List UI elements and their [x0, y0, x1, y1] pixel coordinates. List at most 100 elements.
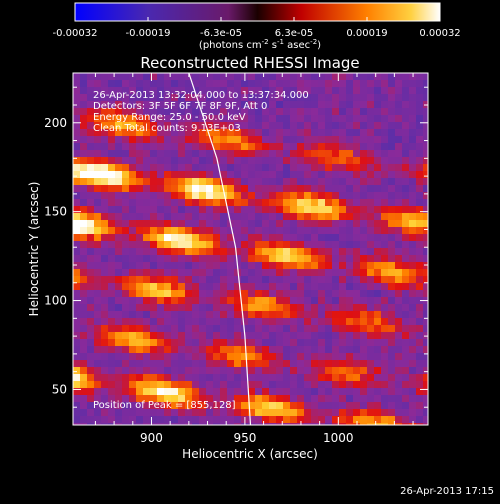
- heatmap-cell: [101, 94, 109, 102]
- heatmap-cell: [262, 234, 270, 242]
- heatmap-cell: [248, 283, 256, 291]
- heatmap-cell: [171, 409, 179, 417]
- heatmap-cell: [143, 136, 151, 144]
- heatmap-cell: [304, 87, 312, 95]
- heatmap-cell: [255, 416, 263, 424]
- heatmap-cell: [283, 143, 291, 151]
- heatmap-cell: [150, 164, 158, 172]
- heatmap-cell: [241, 283, 249, 291]
- heatmap-cell: [122, 409, 130, 417]
- heatmap-cell: [143, 304, 151, 312]
- heatmap-cell: [178, 409, 186, 417]
- heatmap-cell: [164, 241, 172, 249]
- heatmap-cell: [115, 150, 123, 158]
- heatmap-cell: [143, 402, 151, 410]
- heatmap-cell: [178, 94, 186, 102]
- heatmap-cell: [185, 325, 193, 333]
- heatmap-cell: [73, 339, 81, 347]
- heatmap-cell: [423, 346, 428, 354]
- heatmap-cell: [164, 304, 172, 312]
- heatmap-cell: [325, 255, 333, 263]
- heatmap-cell: [381, 192, 389, 200]
- heatmap-cell: [269, 367, 277, 375]
- heatmap-cell: [150, 276, 158, 284]
- heatmap-cell: [101, 339, 109, 347]
- heatmap-cell: [122, 227, 130, 235]
- heatmap-cell: [416, 353, 424, 361]
- heatmap-cell: [248, 108, 256, 116]
- heatmap-cell: [402, 360, 410, 368]
- heatmap-cell: [129, 192, 137, 200]
- heatmap-cell: [241, 388, 249, 396]
- heatmap-cell: [129, 241, 137, 249]
- heatmap-cell: [402, 94, 410, 102]
- heatmap-cell: [269, 157, 277, 165]
- heatmap-cell: [304, 164, 312, 172]
- heatmap-cell: [136, 164, 144, 172]
- heatmap-cell: [199, 101, 207, 109]
- heatmap-cell: [402, 157, 410, 165]
- heatmap-cell: [143, 276, 151, 284]
- heatmap-cell: [381, 297, 389, 305]
- heatmap-cell: [129, 213, 137, 221]
- heatmap-cell: [136, 87, 144, 95]
- heatmap-cell: [262, 101, 270, 109]
- heatmap-cell: [241, 227, 249, 235]
- heatmap-cell: [304, 185, 312, 193]
- heatmap-cell: [143, 234, 151, 242]
- heatmap-cell: [199, 171, 207, 179]
- heatmap-cell: [206, 255, 214, 263]
- plot-frame: [72, 72, 429, 426]
- heatmap-cell: [171, 360, 179, 368]
- heatmap-cell: [325, 157, 333, 165]
- heatmap-cell: [234, 332, 242, 340]
- heatmap-cell: [80, 381, 88, 389]
- heatmap-cell: [423, 171, 428, 179]
- heatmap-cell: [311, 227, 319, 235]
- heatmap-cell: [311, 381, 319, 389]
- heatmap-cell: [297, 129, 305, 137]
- heatmap-cell: [367, 409, 375, 417]
- heatmap-cell: [248, 297, 256, 305]
- heatmap-cell: [395, 248, 403, 256]
- heatmap-cell: [234, 87, 242, 95]
- heatmap-cell: [318, 108, 326, 116]
- heatmap-cell: [360, 227, 368, 235]
- heatmap-cell: [241, 150, 249, 158]
- heatmap-cell: [381, 283, 389, 291]
- heatmap-cell: [157, 248, 165, 256]
- heatmap-cell: [423, 381, 428, 389]
- heatmap-cell: [290, 269, 298, 277]
- heatmap-cell: [339, 416, 347, 424]
- heatmap-cell: [108, 192, 116, 200]
- heatmap-cell: [311, 311, 319, 319]
- heatmap-cell: [339, 374, 347, 382]
- heatmap-cell: [346, 241, 354, 249]
- heatmap-cell: [360, 395, 368, 403]
- heatmap-cell: [255, 122, 263, 130]
- heatmap-cell: [367, 311, 375, 319]
- heatmap-cell: [339, 318, 347, 326]
- heatmap-cell: [227, 423, 235, 425]
- heatmap-cell: [402, 339, 410, 347]
- heatmap-cell: [136, 178, 144, 186]
- heatmap-cell: [73, 192, 81, 200]
- heatmap-cell: [87, 87, 95, 95]
- heatmap-cell: [409, 318, 417, 326]
- heatmap-cell: [220, 213, 228, 221]
- heatmap-cell: [171, 206, 179, 214]
- heatmap-cell: [381, 388, 389, 396]
- heatmap-cell: [157, 94, 165, 102]
- heatmap-cell: [374, 283, 382, 291]
- heatmap-cell: [318, 416, 326, 424]
- heatmap-cell: [178, 283, 186, 291]
- heatmap-cell: [416, 185, 424, 193]
- heatmap-cell: [269, 248, 277, 256]
- heatmap-cell: [388, 416, 396, 424]
- heatmap-cell: [346, 220, 354, 228]
- heatmap-cell: [402, 255, 410, 263]
- heatmap-cell: [80, 213, 88, 221]
- heatmap-cell: [164, 248, 172, 256]
- heatmap-cell: [346, 423, 354, 425]
- heatmap-cell: [115, 325, 123, 333]
